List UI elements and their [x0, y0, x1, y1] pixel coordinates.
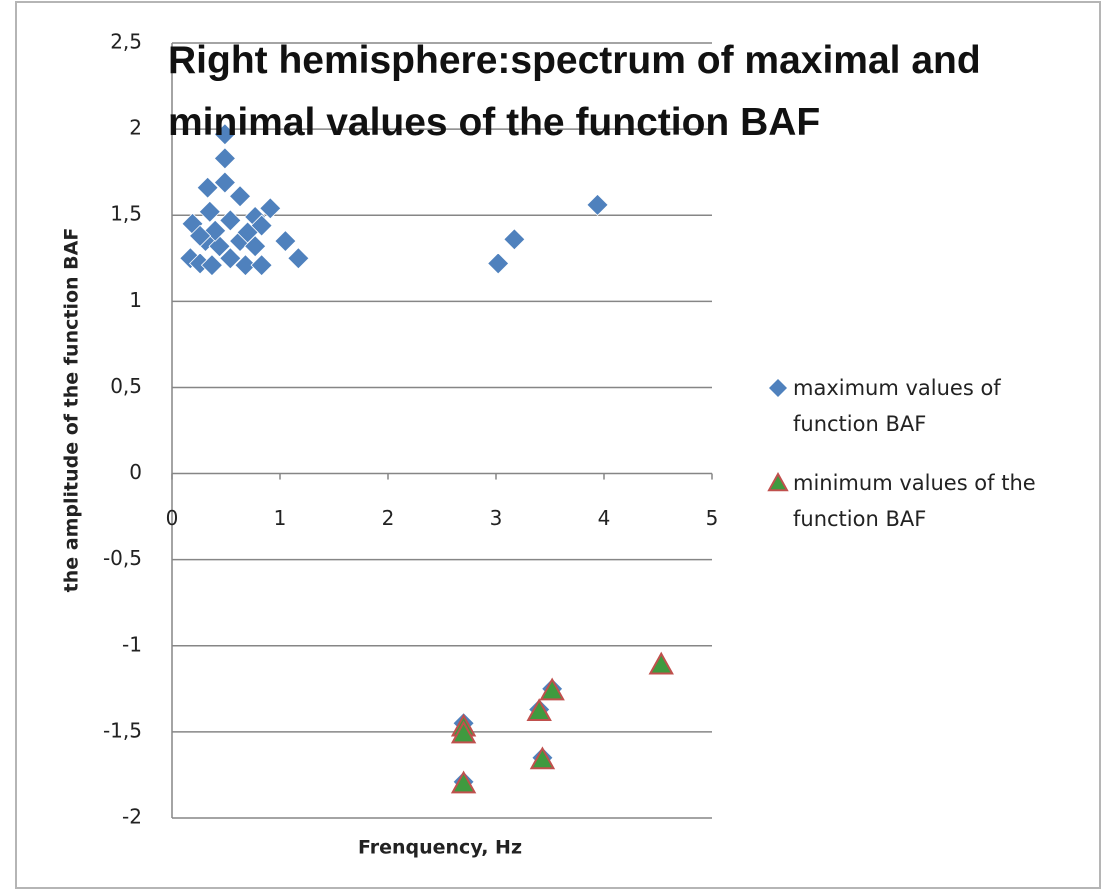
legend-marker — [767, 471, 789, 492]
point — [539, 677, 565, 701]
legend-marker — [769, 379, 787, 397]
point — [450, 720, 477, 744]
point — [234, 254, 257, 277]
point — [213, 171, 236, 194]
point — [219, 247, 242, 270]
chart-frame — [15, 1, 1101, 889]
point — [586, 193, 609, 216]
point — [487, 252, 510, 275]
legend-label: maximum values of function BAF — [793, 376, 1001, 436]
y-tick-label: 2,5 — [110, 30, 142, 54]
point — [526, 698, 552, 722]
y-tick-label: 0 — [129, 460, 142, 484]
y-axis-label: the amplitude of the function BAF — [61, 228, 83, 593]
point — [219, 209, 242, 232]
point — [198, 200, 221, 223]
point — [450, 770, 477, 794]
point — [529, 746, 556, 770]
point — [213, 147, 236, 170]
point — [213, 123, 236, 146]
y-tick-label: -1 — [122, 632, 142, 656]
y-tick-label: -0,5 — [103, 546, 142, 570]
point — [503, 228, 526, 251]
y-tick-label: 1 — [129, 288, 142, 312]
legend-label: minimum values of the function BAF — [793, 471, 1036, 531]
point — [228, 185, 252, 208]
y-tick-label: 1,5 — [110, 202, 142, 226]
point — [250, 254, 273, 277]
point — [196, 176, 219, 199]
point — [236, 221, 259, 244]
point — [287, 247, 310, 270]
x-tick-label: 3 — [490, 506, 503, 530]
x-axis-label: Frenquency, Hz — [358, 837, 522, 859]
chart-title: Right hemisphere:spectrum of maximal and… — [168, 39, 981, 144]
point — [648, 651, 674, 675]
x-tick-label: 4 — [598, 506, 611, 530]
y-tick-label: -2 — [122, 805, 142, 829]
x-tick-label: 1 — [274, 506, 287, 530]
y-tick-label: -1,5 — [103, 718, 142, 742]
point — [189, 224, 212, 247]
point — [274, 229, 297, 253]
x-tick-label: 0 — [166, 506, 179, 530]
x-tick-label: 5 — [706, 506, 719, 530]
point — [208, 235, 231, 258]
y-tick-label: 2 — [129, 116, 142, 140]
point — [259, 197, 282, 220]
y-tick-label: 0,5 — [110, 374, 142, 398]
point — [200, 254, 224, 277]
x-tick-label: 2 — [382, 506, 395, 530]
